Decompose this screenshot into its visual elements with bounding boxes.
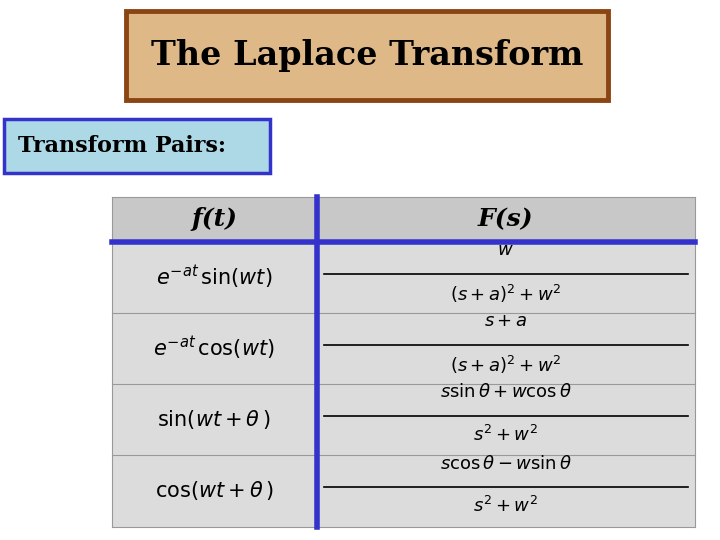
FancyBboxPatch shape	[317, 313, 695, 384]
FancyBboxPatch shape	[4, 119, 270, 173]
FancyBboxPatch shape	[317, 384, 695, 455]
Text: $\sin(wt+\theta\,)$: $\sin(wt+\theta\,)$	[158, 408, 271, 431]
Text: $(s+a)^2+w^2$: $(s+a)^2+w^2$	[450, 283, 562, 305]
Text: $(s+a)^2+w^2$: $(s+a)^2+w^2$	[450, 354, 562, 376]
Text: $s+a$: $s+a$	[484, 312, 528, 330]
Text: F(s): F(s)	[478, 207, 534, 231]
Text: $s^2+w^2$: $s^2+w^2$	[473, 496, 539, 516]
FancyBboxPatch shape	[317, 197, 695, 241]
Text: $e^{-at}\,\sin(wt)$: $e^{-at}\,\sin(wt)$	[156, 263, 272, 291]
Text: Transform Pairs:: Transform Pairs:	[18, 135, 226, 157]
FancyBboxPatch shape	[126, 11, 608, 100]
Text: f(t): f(t)	[192, 207, 237, 231]
FancyBboxPatch shape	[112, 455, 317, 526]
FancyBboxPatch shape	[317, 455, 695, 526]
FancyBboxPatch shape	[112, 313, 317, 384]
Text: $s\cos\theta-w\sin\theta$: $s\cos\theta-w\sin\theta$	[440, 455, 572, 472]
Text: $\cos(wt+\theta\,)$: $\cos(wt+\theta\,)$	[155, 480, 274, 502]
FancyBboxPatch shape	[112, 241, 317, 313]
Text: The Laplace Transform: The Laplace Transform	[151, 39, 583, 72]
FancyBboxPatch shape	[112, 197, 317, 241]
FancyBboxPatch shape	[112, 384, 317, 455]
Text: $e^{-at}\,\cos(wt)$: $e^{-at}\,\cos(wt)$	[153, 334, 275, 362]
Text: $w$: $w$	[498, 241, 514, 259]
FancyBboxPatch shape	[317, 241, 695, 313]
Text: $s^2+w^2$: $s^2+w^2$	[473, 425, 539, 446]
Text: $s\sin\theta+w\cos\theta$: $s\sin\theta+w\cos\theta$	[440, 383, 572, 401]
